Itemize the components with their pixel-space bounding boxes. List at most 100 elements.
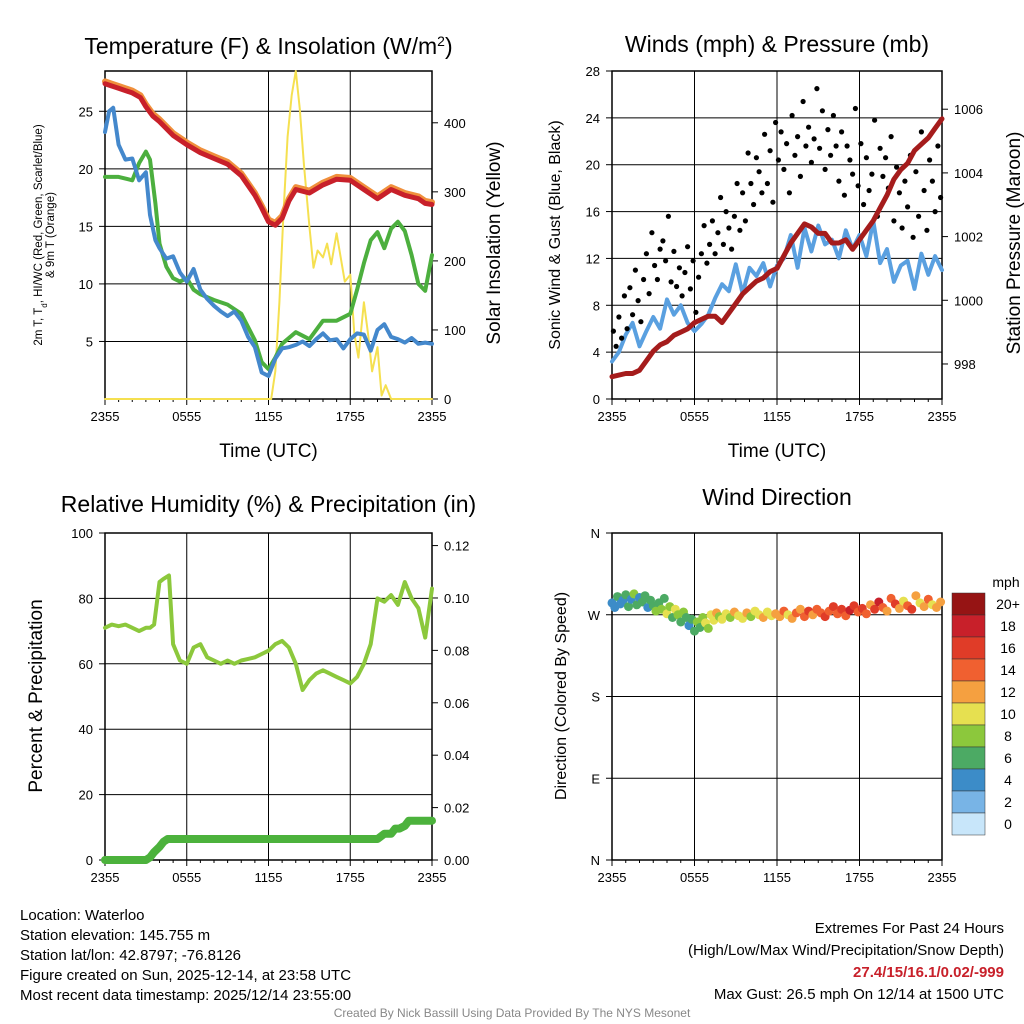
gust-point <box>627 285 633 291</box>
location-text: Location: Waterloo <box>20 907 145 924</box>
gust-point <box>690 258 696 264</box>
extremes-subtitle: (High/Low/Max Wind/Precipitation/Snow De… <box>688 942 1004 959</box>
gust-point <box>913 169 919 175</box>
direction-point <box>624 602 633 612</box>
gust-point <box>828 152 834 158</box>
gust-point <box>869 171 875 177</box>
gust-point <box>712 251 718 257</box>
gust-point <box>613 343 619 349</box>
direction-xtick-label: 1155 <box>763 870 791 885</box>
winds-ytick-label: 4 <box>593 345 600 360</box>
winds-title: Winds (mph) & Pressure (mb) <box>625 31 929 57</box>
colorbar-label: 10 <box>1000 706 1016 722</box>
gust-point <box>715 230 721 236</box>
temperature-title-superscript: 2 <box>437 33 445 49</box>
direction-point <box>870 604 880 614</box>
colorbar-swatch <box>951 636 986 660</box>
temperature-xtick-label: 1755 <box>336 409 365 424</box>
gust-point <box>921 187 927 194</box>
winds-ytick-label: 20 <box>586 158 600 173</box>
gust-point <box>767 148 773 154</box>
gust-point <box>786 190 793 196</box>
temperature-ylabel-line1: 2m T, Td, HI/WC (Red, Green, Scarlet/Blu… <box>33 124 49 345</box>
gust-point <box>764 180 771 187</box>
winds-ytick-label: 8 <box>593 298 600 313</box>
temperature-title-end: ) <box>445 33 453 59</box>
colorbar-swatch <box>951 812 986 836</box>
temperature-ylabel-right: Solar Insolation (Yellow) <box>484 141 505 344</box>
gust-point <box>852 105 859 112</box>
gust-point <box>698 251 705 257</box>
gust-point <box>682 269 688 276</box>
gust-point <box>817 145 823 151</box>
gust-point <box>858 141 864 147</box>
winds-ytick-label: 0 <box>593 392 600 407</box>
direction-point <box>894 603 904 613</box>
direction-point <box>703 623 713 633</box>
gust-point <box>770 199 776 205</box>
gust-point <box>720 241 727 247</box>
direction-point <box>911 591 921 601</box>
winds-xtick-label: 1155 <box>763 409 791 424</box>
gust-point <box>833 143 839 149</box>
gust-point <box>861 201 867 208</box>
gust-point <box>910 234 916 240</box>
humidity-ytick-label: 100 <box>71 526 93 541</box>
gust-point <box>797 173 804 179</box>
temperature-title: Temperature (F) & Insolation (W/m2) <box>84 33 452 59</box>
gust-point <box>734 180 740 187</box>
humidity-ytick-label: 20 <box>79 788 93 803</box>
direction-point <box>907 604 917 614</box>
gust-point <box>740 190 746 196</box>
colorbar-swatch <box>951 746 986 770</box>
colorbar-swatch <box>951 702 986 726</box>
winds-xtick-label: 0555 <box>680 409 709 424</box>
gust-point <box>676 265 683 271</box>
direction-point <box>936 597 946 607</box>
gust-point <box>646 291 652 297</box>
direction-point <box>828 602 838 612</box>
gust-point <box>924 227 930 233</box>
gust-point <box>753 155 760 161</box>
winds-yright-tick-label: 998 <box>954 357 976 372</box>
winds-xtick-label: 2355 <box>598 409 627 424</box>
winds-yright-tick-label: 1004 <box>954 166 983 181</box>
gust-point <box>742 218 749 224</box>
gust-point <box>704 260 710 266</box>
direction-plot-frame <box>611 532 943 861</box>
gust-point <box>825 127 831 133</box>
temperature-ytick-label: 20 <box>79 162 93 177</box>
humidity-xtick-label: 1155 <box>255 870 283 885</box>
gust-point <box>778 129 784 135</box>
direction-xtick-label: 2355 <box>928 870 957 885</box>
gust-point <box>654 276 661 283</box>
colorbar-swatch <box>951 658 986 682</box>
direction-ytick-label: N <box>591 853 600 868</box>
direction-point <box>919 602 929 612</box>
temperature-xtick-label: 1155 <box>255 409 283 424</box>
panel-temperature: 2355 0555 1155 1755 2355 5 10 15 20 25 0 100 200 300 4… <box>33 33 505 462</box>
direction-point <box>659 593 669 603</box>
gust-point <box>850 171 856 177</box>
gust-point <box>773 119 779 126</box>
humidity-yright-tick-label: 0.06 <box>444 696 469 711</box>
direction-title: Wind Direction <box>702 484 852 510</box>
colorbar-label: 0 <box>1004 816 1012 832</box>
direction-ytick-label: E <box>591 771 600 786</box>
gust-point <box>707 241 713 247</box>
humidity-series-relative-humidity <box>103 573 434 692</box>
temperature-xlabel: Time (UTC) <box>219 441 318 462</box>
gust-point <box>803 143 809 149</box>
temperature-grid <box>99 71 438 405</box>
humidity-xtick-label: 0555 <box>172 870 201 885</box>
gust-point <box>814 86 820 92</box>
gust-point <box>811 136 817 142</box>
temperature-xtick-label: 0555 <box>172 409 201 424</box>
winds-series <box>609 86 945 380</box>
winds-xlabel: Time (UTC) <box>728 441 827 462</box>
humidity-yright-tick-label: 0.02 <box>444 801 469 816</box>
gust-point <box>899 225 905 231</box>
winds-yright-tick-label: 1000 <box>954 293 983 308</box>
colorbar-swatch <box>951 592 986 616</box>
